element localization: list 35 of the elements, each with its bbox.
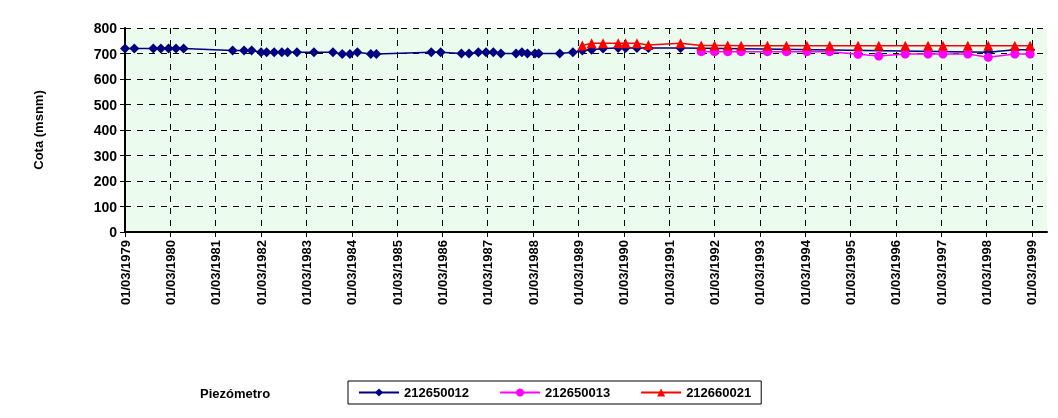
legend-label: 212660021 — [686, 385, 752, 400]
x-tick-label: 01/03/1998 — [979, 240, 995, 306]
x-tick-label: 01/03/1985 — [389, 240, 405, 306]
y-tick-label: 500 — [93, 96, 118, 113]
y-tick-label: 400 — [93, 122, 118, 138]
y-tick-label: 700 — [93, 45, 118, 62]
x-tick-label: 01/03/1984 — [344, 239, 360, 306]
x-tick-label: 01/03/1982 — [253, 240, 269, 306]
y-tick-label: 600 — [93, 71, 118, 87]
legend-title: Piezómetro — [200, 386, 271, 401]
x-tick-label: 01/03/1979 — [117, 240, 133, 306]
x-tick-label: 01/03/1983 — [298, 240, 314, 306]
x-tick-label: 01/03/1988 — [525, 240, 541, 306]
y-tick-label: 300 — [93, 147, 118, 164]
x-tick-label: 01/03/1999 — [1024, 240, 1040, 306]
x-tick-label: 01/03/1992 — [707, 240, 723, 306]
y-tick-label: 0 — [109, 224, 118, 240]
x-tick-label: 01/03/1989 — [570, 240, 586, 306]
x-tick-label: 01/03/1991 — [661, 240, 677, 306]
x-tick-label: 01/03/1987 — [480, 240, 496, 306]
x-tick-label: 01/03/1996 — [888, 240, 904, 306]
x-tick-label: 01/03/1986 — [434, 240, 450, 306]
legend-label: 212650012 — [404, 385, 470, 400]
x-tick-label: 01/03/1995 — [842, 240, 858, 306]
x-tick-label: 01/03/1994 — [797, 239, 813, 306]
x-tick-label: 01/03/1981 — [208, 240, 224, 306]
x-tick-label: 01/03/1990 — [616, 240, 632, 306]
y-axis-title: Cota (msnm) — [31, 90, 46, 170]
x-tick-label: 01/03/1980 — [162, 240, 178, 306]
y-tick-label: 100 — [93, 198, 118, 215]
y-tick-label: 200 — [93, 173, 118, 189]
y-tick-label: 800 — [93, 20, 118, 36]
x-tick-label: 01/03/1997 — [933, 240, 949, 306]
legend-label: 212650013 — [545, 385, 611, 400]
x-tick-label: 01/03/1993 — [752, 240, 768, 306]
